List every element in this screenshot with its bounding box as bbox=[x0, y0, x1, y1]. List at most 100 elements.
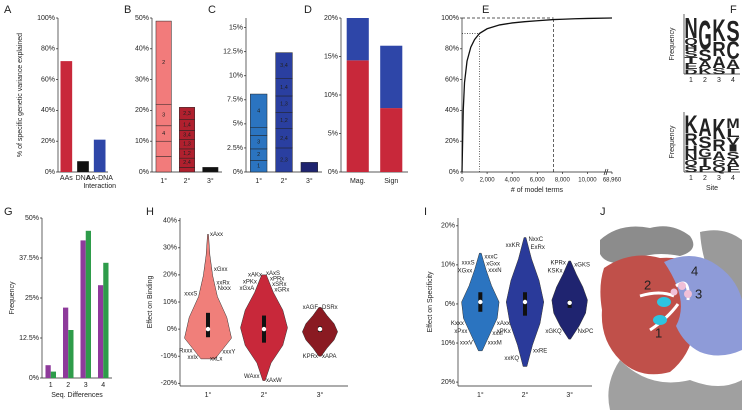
y-tick-label: 15% bbox=[229, 24, 243, 31]
x-tick-label: 3 bbox=[84, 382, 88, 389]
segment-label: 2 bbox=[257, 152, 260, 158]
annotation: xAxx bbox=[497, 321, 510, 327]
y-tick-label: -10% bbox=[161, 353, 177, 360]
bar bbox=[77, 161, 89, 172]
x-tick-label: 1° bbox=[477, 391, 484, 399]
y-axis-label: Effect on Specificity bbox=[427, 271, 434, 332]
x-axis-label: # of model terms bbox=[511, 187, 564, 194]
x-tick-label: 1 bbox=[689, 77, 693, 84]
annotation: xxxN bbox=[488, 268, 501, 274]
curve bbox=[461, 17, 613, 173]
bar-segment bbox=[155, 20, 172, 105]
panel-label: D bbox=[304, 4, 312, 16]
logo-letter: A bbox=[698, 60, 711, 71]
y-axis-label: Effect on Binding bbox=[147, 276, 154, 329]
x-tick-label: 8,000 bbox=[555, 178, 571, 184]
y-tick-label: 40% bbox=[445, 107, 459, 114]
annotation: xAKx bbox=[248, 272, 262, 278]
segment-label: 4 bbox=[162, 131, 165, 137]
violin-body bbox=[184, 234, 232, 360]
logo-letter: T bbox=[726, 67, 740, 76]
site-label: 3 bbox=[695, 286, 702, 301]
y-tick-label: 0% bbox=[167, 326, 177, 333]
annotation: xAxS bbox=[266, 271, 280, 277]
y-tick-label: 10% bbox=[229, 73, 243, 80]
panel-label: F bbox=[730, 4, 737, 16]
violin-median bbox=[522, 299, 528, 305]
segment-label: 3 bbox=[257, 140, 260, 146]
bar-segment bbox=[179, 107, 195, 120]
annotation: xxKR bbox=[506, 243, 521, 249]
annotation: xPxx bbox=[454, 329, 467, 335]
y-tick-label: 0% bbox=[139, 169, 149, 176]
logo-letter: H bbox=[684, 144, 697, 157]
y-tick-label: 0% bbox=[45, 169, 55, 176]
annotation: xSRx bbox=[272, 282, 286, 288]
panel-label: H bbox=[146, 206, 154, 218]
x-tick-label: 3° bbox=[306, 177, 313, 185]
x-tick-label: Mag. bbox=[350, 178, 366, 185]
annotation: xGxx bbox=[214, 267, 228, 273]
y-tick-label: 80% bbox=[41, 46, 55, 53]
x-tick-label: 1° bbox=[160, 177, 167, 185]
site-label: 1 bbox=[655, 325, 662, 340]
y-tick-label: 37.5% bbox=[19, 255, 39, 262]
y-tick-label: 10% bbox=[441, 340, 455, 347]
bar bbox=[68, 330, 74, 378]
violin-box bbox=[206, 312, 210, 338]
annotation: xGKQ bbox=[545, 329, 562, 335]
x-tick-label: 2° bbox=[184, 177, 191, 185]
bar-segment bbox=[300, 162, 318, 173]
x-tick-label: 2,000 bbox=[480, 178, 496, 184]
annotation: xxxM bbox=[488, 341, 502, 347]
y-tick-label: 20% bbox=[445, 138, 459, 145]
logo-letter: R bbox=[712, 137, 726, 155]
segment-label: 1,4 bbox=[183, 122, 191, 128]
logo-letter: Q bbox=[684, 37, 698, 48]
y-tick-label: 50% bbox=[25, 215, 39, 222]
bar-segment bbox=[346, 18, 369, 61]
x-tick-label: 1° bbox=[255, 177, 262, 185]
annotation: KSKx bbox=[547, 268, 562, 274]
residue bbox=[678, 282, 686, 290]
violin-median bbox=[205, 326, 211, 332]
y-tick-label: 30% bbox=[135, 76, 149, 83]
logo-letter: R bbox=[712, 38, 726, 61]
bar-segment bbox=[275, 52, 293, 79]
segment-label: 3 bbox=[162, 112, 165, 118]
violin-median bbox=[317, 326, 323, 332]
segment-label: 1 bbox=[257, 164, 260, 170]
annotation: Kxxx bbox=[451, 321, 464, 327]
logo-letter: T bbox=[684, 56, 698, 65]
blue-domain bbox=[664, 256, 742, 356]
y-tick-label: 60% bbox=[445, 76, 459, 83]
annotation: xAxx bbox=[210, 232, 223, 238]
x-tick-label: AAs bbox=[59, 175, 73, 182]
annotation: xxxS bbox=[462, 261, 475, 267]
bar bbox=[45, 365, 51, 378]
x-tick-label: 6,000 bbox=[530, 178, 546, 184]
logo-letter: A bbox=[726, 58, 739, 71]
x-tick-label: 2 bbox=[703, 77, 707, 84]
logo-letter: I bbox=[726, 144, 740, 155]
annotation: xxKQ bbox=[504, 356, 519, 362]
segment-label: 1,3 bbox=[183, 142, 191, 148]
segment-label: 4 bbox=[257, 108, 260, 114]
x-tick-label: 2 bbox=[703, 175, 707, 182]
y-tick-label: 5% bbox=[328, 130, 338, 137]
y-tick-label: 0% bbox=[445, 301, 455, 308]
annotation: xPRx bbox=[270, 277, 284, 283]
x-tick-label: 2° bbox=[522, 391, 529, 399]
annotation: xAPA bbox=[322, 354, 337, 360]
bar-segment bbox=[155, 140, 172, 157]
axis-break bbox=[603, 168, 609, 176]
y-tick-label: -20% bbox=[161, 380, 177, 387]
annotation: xGKS bbox=[574, 262, 590, 268]
logo-letter: Q bbox=[684, 159, 697, 168]
panel-label: E bbox=[482, 4, 489, 16]
annotation: xPKx bbox=[243, 279, 257, 285]
y-tick-label: 100% bbox=[441, 15, 459, 22]
annotation: KPRx bbox=[303, 354, 318, 360]
logo-letter: N bbox=[684, 13, 697, 45]
